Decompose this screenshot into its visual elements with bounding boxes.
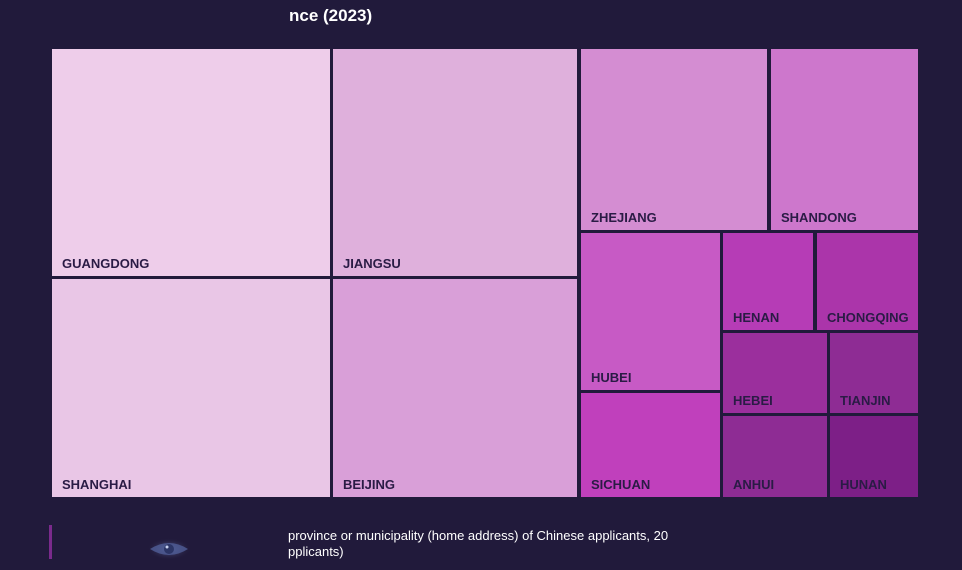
- treemap-cell: SICHUAN: [581, 393, 720, 497]
- treemap-cell-label: HUNAN: [840, 477, 887, 492]
- treemap-cell-label: GUANGDONG: [62, 256, 150, 271]
- treemap-cell: HUNAN: [830, 416, 918, 497]
- treemap-cell-label: ANHUI: [733, 477, 775, 492]
- treemap-cell: CHONGQING: [817, 233, 918, 330]
- chart-caption: province or municipality (home address) …: [288, 528, 672, 560]
- treemap-cell-label: HENAN: [733, 310, 780, 325]
- chart-title: nce (2023): [289, 6, 373, 25]
- treemap-cell: HENAN: [723, 233, 813, 330]
- treemap-cell-label: CHONGQING: [827, 310, 909, 325]
- treemap-cell-label: JIANGSU: [343, 256, 401, 271]
- treemap-cell-label: HUBEI: [591, 370, 632, 385]
- treemap-cell: ZHEJIANG: [581, 49, 767, 230]
- treemap-cell: TIANJIN: [830, 333, 918, 413]
- treemap-cell-label: SICHUAN: [591, 477, 651, 492]
- treemap-cell-label: BEIJING: [343, 477, 396, 492]
- treemap-cell-label: HEBEI: [733, 393, 773, 408]
- treemap-cell: ANHUI: [723, 416, 827, 497]
- treemap-cell-label: SHANDONG: [781, 210, 857, 225]
- caption-accent-bar: [49, 525, 52, 559]
- treemap-cell: BEIJING: [333, 279, 577, 497]
- treemap-cell-label: TIANJIN: [840, 393, 891, 408]
- treemap-cell: SHANGHAI: [52, 279, 330, 497]
- treemap-cell-label: ZHEJIANG: [591, 210, 657, 225]
- treemap-cell: HUBEI: [581, 233, 720, 390]
- treemap-cell: HEBEI: [723, 333, 827, 413]
- treemap-cell-label: SHANGHAI: [62, 477, 132, 492]
- treemap-cell: JIANGSU: [333, 49, 577, 276]
- caption-line-2: pplicants): [288, 544, 344, 559]
- eye-icon: [147, 538, 191, 560]
- treemap-cell: GUANGDONG: [52, 49, 330, 276]
- treemap: GUANGDONG SHANGHAI JIANGSU BEIJING ZHEJIANG S…: [50, 47, 920, 499]
- treemap-cell: SHANDONG: [771, 49, 918, 230]
- caption-line-1: province or municipality (home address) …: [288, 528, 669, 543]
